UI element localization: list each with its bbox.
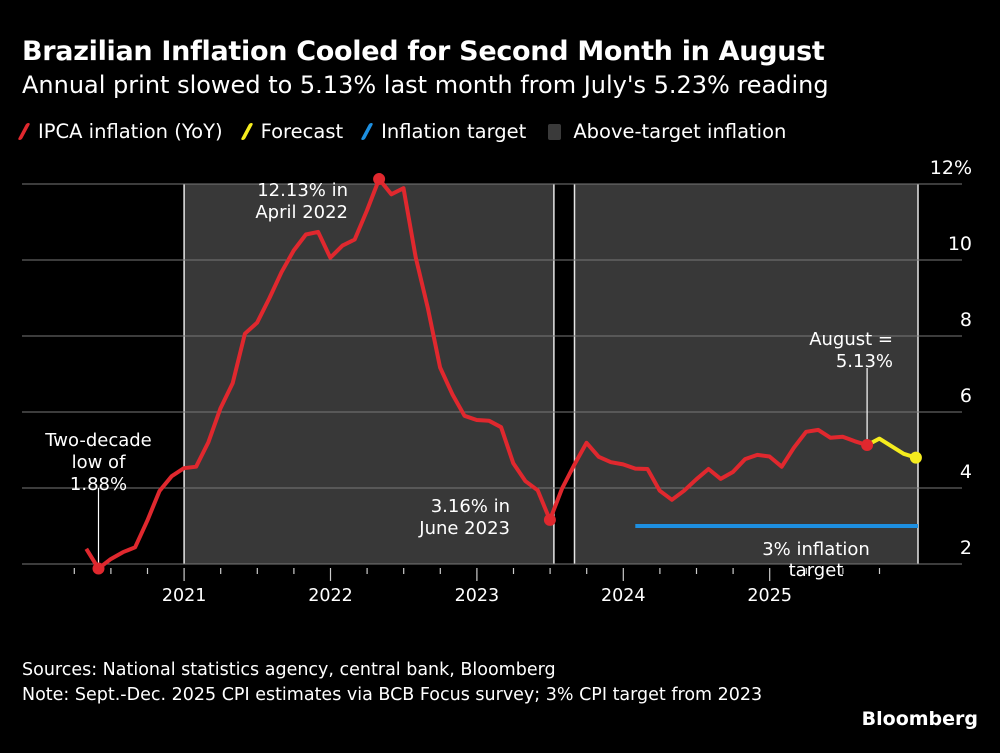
legend-item-ipca: IPCA inflation (YoY) (17, 120, 223, 143)
y-tick-label: 8 (960, 309, 972, 331)
annotation-june2023-text: 3.16% in (431, 496, 510, 517)
august-point-marker (861, 439, 874, 452)
y-tick-label: 6 (960, 385, 972, 407)
chart-subtitle: Annual print slowed to 5.13% last month … (22, 71, 829, 99)
annotation-low-text: 1.88% (70, 474, 127, 495)
june2023-point-marker (543, 513, 556, 526)
chart-title: Brazilian Inflation Cooled for Second Mo… (22, 36, 825, 67)
low-point-marker (92, 562, 105, 575)
x-tick-label: 2024 (601, 586, 646, 606)
gray-square-icon (548, 123, 562, 140)
annotation-august-text: August = (809, 329, 893, 350)
x-tick-label: 2025 (747, 586, 792, 606)
sources-text: Sources: National statistics agency, cen… (22, 660, 556, 680)
legend-item-target: Inflation target (360, 120, 527, 143)
annotation-peak-text: 12.13% in (257, 180, 348, 201)
y-tick-label: 12% (930, 157, 972, 179)
peak-point-marker (373, 173, 386, 186)
legend-label: Inflation target (381, 120, 527, 143)
y-tick-label: 4 (960, 461, 972, 483)
forecast-end-point (909, 451, 922, 464)
legend-label: IPCA inflation (YoY) (38, 120, 223, 143)
annotation-august-text: 5.13% (836, 351, 893, 372)
annotation-low-text: low of (72, 452, 126, 473)
y-tick-label: 2 (960, 537, 972, 559)
annotation-low-text: Two-decade (44, 430, 152, 451)
above-target-shade (184, 184, 554, 564)
bloomberg-logo: Bloomberg (861, 708, 978, 730)
legend-item-forecast: Forecast (240, 120, 344, 143)
annotation-target-text: target (789, 560, 844, 581)
legend-item-above-target: Above-target inflation (548, 120, 786, 143)
annotation-peak-text: April 2022 (255, 202, 348, 223)
ipca-line (84, 177, 868, 571)
footer-notes: Sources: National statistics agency, cen… (22, 658, 842, 708)
above-target-shade (574, 184, 918, 564)
legend: IPCA inflation (YoY) Forecast Inflation … (17, 120, 808, 143)
note-text: Note: Sept.-Dec. 2025 CPI estimates via … (22, 685, 763, 705)
annotation-target-text: 3% inflation (762, 539, 870, 560)
x-tick-label: 2022 (308, 586, 353, 606)
legend-label: Forecast (260, 120, 344, 143)
forecast-line (866, 436, 917, 460)
x-tick-label: 2023 (455, 586, 500, 606)
annotation-june2023-text: June 2023 (418, 518, 510, 539)
legend-label: Above-target inflation (573, 120, 787, 143)
y-tick-label: 10 (948, 233, 972, 255)
x-tick-label: 2021 (162, 586, 207, 606)
